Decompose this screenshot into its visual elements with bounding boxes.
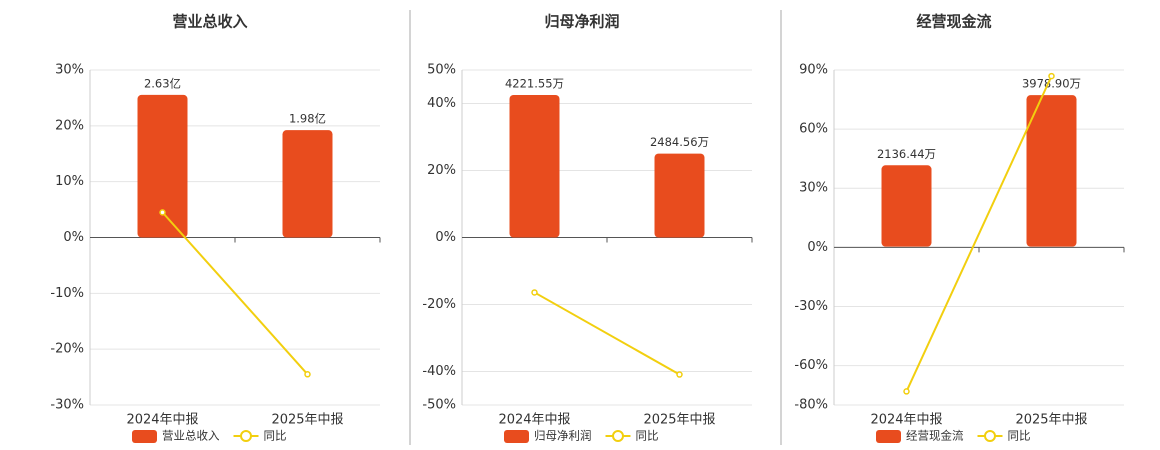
legend-swatch xyxy=(132,430,157,443)
y-tick-label: -30% xyxy=(50,398,84,413)
y-tick-label: 50% xyxy=(427,63,456,78)
legend-swatch xyxy=(504,430,529,443)
legend-label: 同比 xyxy=(264,429,287,443)
x-tick-label: 2024年中报 xyxy=(870,413,942,428)
value-label: 2.63亿 xyxy=(144,76,181,90)
y-tick-label: -40% xyxy=(422,364,456,379)
y-tick-label: -10% xyxy=(50,286,84,301)
y-tick-label: 30% xyxy=(55,63,84,78)
bar xyxy=(137,94,188,238)
value-label: 2484.56万 xyxy=(650,135,709,149)
value-label: 1.98亿 xyxy=(289,112,326,126)
y-tick-label: -20% xyxy=(422,297,456,312)
bar xyxy=(654,153,705,238)
legend-label: 营业总收入 xyxy=(162,429,220,443)
bar xyxy=(282,130,333,238)
legend-label: 经营现金流 xyxy=(906,429,964,443)
y-tick-label: -60% xyxy=(794,358,828,373)
x-tick-label: 2025年中报 xyxy=(271,413,343,428)
y-tick-label: -30% xyxy=(794,299,828,314)
line-point xyxy=(1048,72,1055,80)
line-point xyxy=(903,388,910,395)
line xyxy=(905,75,1053,392)
value-label: 4221.55万 xyxy=(505,76,564,90)
line xyxy=(161,211,309,375)
y-tick-label: -20% xyxy=(50,342,84,357)
legend-label: 归母净利润 xyxy=(534,429,592,443)
y-tick-label: 60% xyxy=(799,122,828,137)
y-tick-label: 0% xyxy=(63,230,84,245)
legend-label: 同比 xyxy=(636,429,659,443)
line-point xyxy=(159,209,166,216)
y-tick-label: 0% xyxy=(807,240,828,255)
bar xyxy=(881,165,932,247)
y-tick-label: 20% xyxy=(427,163,456,178)
y-tick-label: 40% xyxy=(427,96,456,111)
x-tick-label: 2024年中报 xyxy=(498,413,570,428)
chart-title: 营业总收入 xyxy=(172,13,247,31)
value-label: 2136.44万 xyxy=(877,147,936,161)
bar xyxy=(509,94,560,238)
line-point xyxy=(676,371,683,378)
chart-title: 经营现金流 xyxy=(916,13,991,31)
legend-swatch xyxy=(984,430,996,442)
x-tick-label: 2024年中报 xyxy=(126,413,198,428)
legend-label: 同比 xyxy=(1008,429,1031,443)
legend-swatch xyxy=(876,430,901,443)
y-tick-label: -80% xyxy=(794,398,828,413)
y-tick-label: 10% xyxy=(55,174,84,189)
line xyxy=(534,291,680,376)
y-tick-label: 30% xyxy=(799,181,828,196)
x-tick-label: 2025年中报 xyxy=(643,413,715,428)
y-tick-label: -50% xyxy=(422,398,456,413)
x-tick-label: 2025年中报 xyxy=(1015,413,1087,428)
legend-swatch xyxy=(612,430,624,442)
chart-title: 归母净利润 xyxy=(544,13,619,31)
legend-swatch xyxy=(240,430,252,442)
value-label: 3978.90万 xyxy=(1022,77,1081,91)
y-tick-label: 0% xyxy=(435,230,456,245)
bar xyxy=(1026,95,1077,247)
line-point xyxy=(304,371,311,378)
y-tick-label: 90% xyxy=(799,63,828,78)
line-point xyxy=(531,289,538,296)
y-tick-label: 20% xyxy=(55,118,84,133)
